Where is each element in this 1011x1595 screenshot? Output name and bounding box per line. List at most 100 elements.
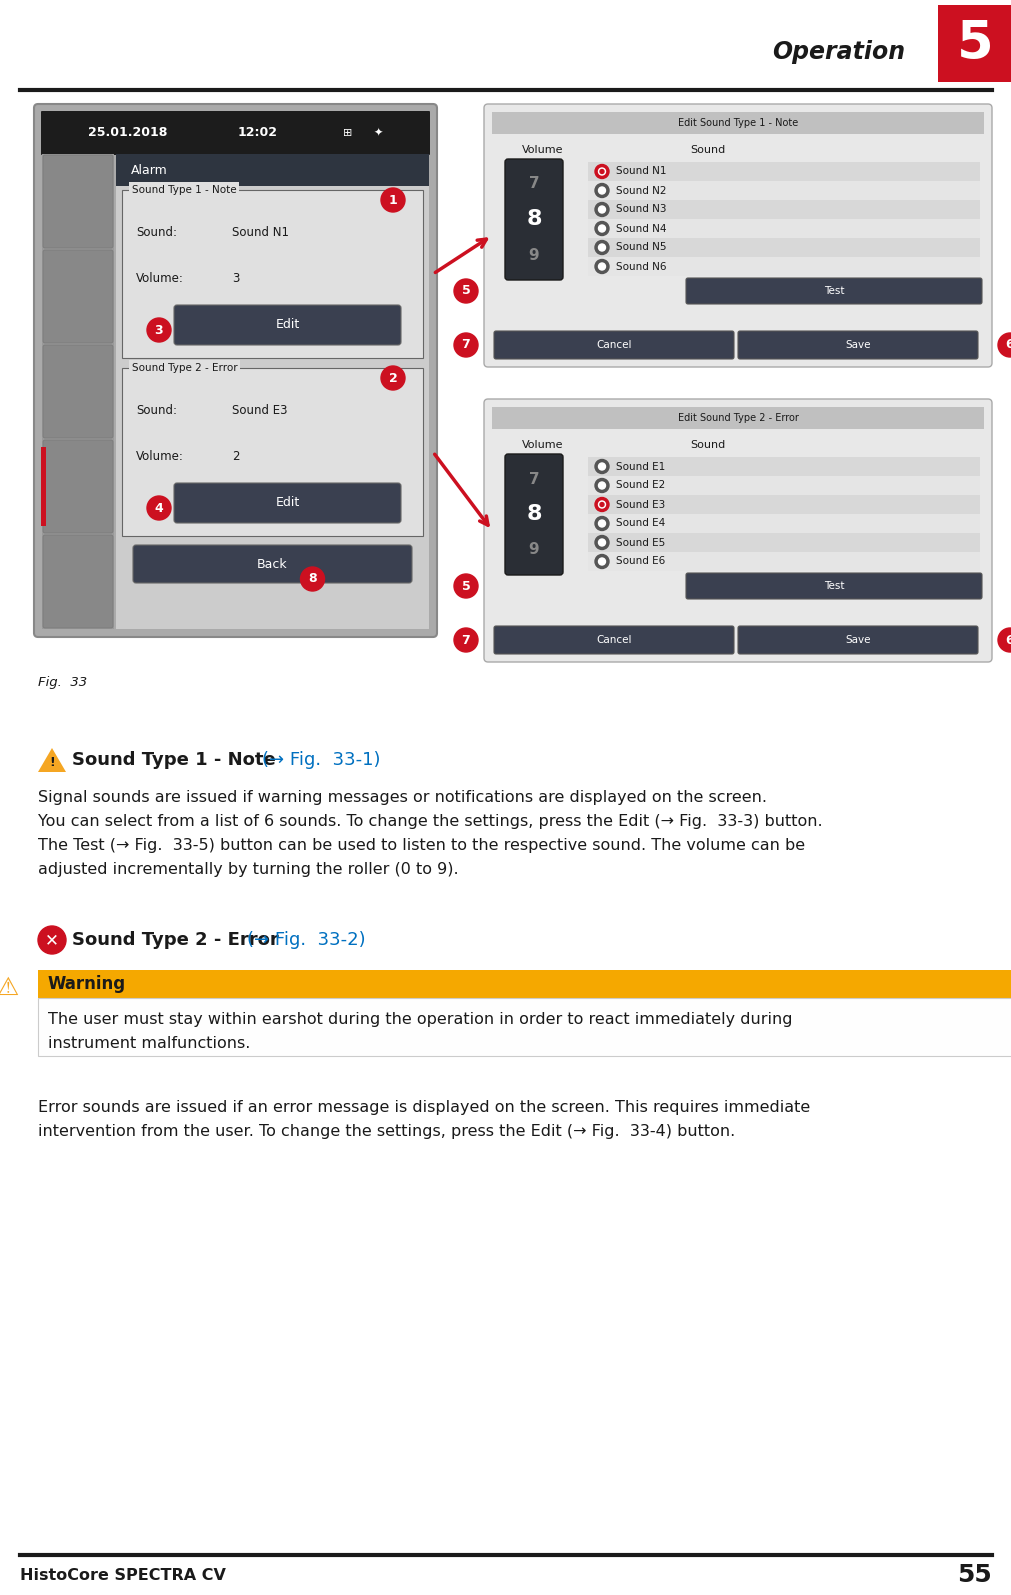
Text: ⊞: ⊞ <box>343 128 353 139</box>
Text: (→ Fig.  33-2): (→ Fig. 33-2) <box>247 931 365 949</box>
FancyBboxPatch shape <box>587 475 979 494</box>
FancyBboxPatch shape <box>587 199 979 219</box>
Text: Test: Test <box>823 286 843 297</box>
Text: Volume:: Volume: <box>135 271 184 284</box>
FancyBboxPatch shape <box>42 155 114 628</box>
Text: instrument malfunctions.: instrument malfunctions. <box>48 1037 250 1051</box>
FancyBboxPatch shape <box>41 447 45 526</box>
FancyBboxPatch shape <box>116 155 429 187</box>
Circle shape <box>300 566 325 592</box>
FancyBboxPatch shape <box>587 514 979 533</box>
Text: 12:02: 12:02 <box>238 126 278 139</box>
Text: Save: Save <box>844 340 869 349</box>
FancyBboxPatch shape <box>483 399 991 662</box>
FancyBboxPatch shape <box>122 368 423 536</box>
Text: intervention from the user. To change the settings, press the Edit (→ Fig.  33-4: intervention from the user. To change th… <box>38 1124 735 1139</box>
Circle shape <box>594 478 609 493</box>
Circle shape <box>598 167 605 175</box>
FancyBboxPatch shape <box>587 163 979 180</box>
Circle shape <box>380 188 404 212</box>
Text: 9: 9 <box>528 542 539 558</box>
FancyBboxPatch shape <box>34 104 437 636</box>
FancyBboxPatch shape <box>737 625 977 654</box>
Text: 6: 6 <box>1005 633 1011 646</box>
FancyBboxPatch shape <box>685 278 981 305</box>
Circle shape <box>598 244 605 250</box>
Text: Sound N2: Sound N2 <box>616 185 666 196</box>
Text: Sound Type 2 - Error: Sound Type 2 - Error <box>131 364 238 373</box>
FancyBboxPatch shape <box>737 332 977 359</box>
Circle shape <box>594 183 609 198</box>
Text: Sound: Sound <box>690 145 725 155</box>
Text: 2: 2 <box>232 450 240 463</box>
Circle shape <box>38 927 66 954</box>
FancyBboxPatch shape <box>587 257 979 276</box>
Circle shape <box>454 333 477 357</box>
Text: 8: 8 <box>308 573 316 585</box>
Text: ⚠: ⚠ <box>0 976 19 1000</box>
Text: 5: 5 <box>955 18 993 70</box>
Text: Sound N3: Sound N3 <box>616 204 666 214</box>
Text: Cancel: Cancel <box>595 635 631 644</box>
FancyBboxPatch shape <box>685 573 981 600</box>
Circle shape <box>598 187 605 195</box>
Circle shape <box>454 628 477 652</box>
FancyBboxPatch shape <box>42 440 113 533</box>
Text: Error sounds are issued if an error message is displayed on the screen. This req: Error sounds are issued if an error mess… <box>38 1101 810 1115</box>
Circle shape <box>594 241 609 255</box>
Text: 8: 8 <box>526 504 541 525</box>
Text: Sound N6: Sound N6 <box>616 262 666 271</box>
FancyBboxPatch shape <box>38 970 1011 998</box>
Text: Sound N5: Sound N5 <box>616 242 666 252</box>
Text: 9: 9 <box>528 247 539 263</box>
Text: Alarm: Alarm <box>130 164 168 177</box>
Text: Sound E1: Sound E1 <box>616 461 664 472</box>
Text: Sound N1: Sound N1 <box>232 225 289 239</box>
Circle shape <box>600 502 604 507</box>
FancyBboxPatch shape <box>122 190 423 357</box>
Text: ✦: ✦ <box>373 128 382 139</box>
Text: Operation: Operation <box>771 40 904 64</box>
Text: Sound N1: Sound N1 <box>616 166 666 177</box>
Circle shape <box>598 482 605 490</box>
Circle shape <box>147 317 171 341</box>
Polygon shape <box>38 748 66 772</box>
Text: Volume:: Volume: <box>135 450 184 463</box>
Circle shape <box>594 459 609 474</box>
Text: 5: 5 <box>461 284 470 298</box>
FancyBboxPatch shape <box>491 407 983 429</box>
Text: Sound Type 1 - Note: Sound Type 1 - Note <box>131 185 237 195</box>
FancyBboxPatch shape <box>174 483 400 523</box>
Text: Sound Type 2 - Error: Sound Type 2 - Error <box>72 931 278 949</box>
Circle shape <box>454 279 477 303</box>
Text: 8: 8 <box>526 209 541 230</box>
Text: 7: 7 <box>528 472 539 486</box>
Text: The Test (→ Fig.  33-5) button can be used to listen to the respective sound. Th: The Test (→ Fig. 33-5) button can be use… <box>38 837 805 853</box>
FancyBboxPatch shape <box>587 238 979 257</box>
Text: 55: 55 <box>956 1563 991 1587</box>
Circle shape <box>594 260 609 273</box>
FancyBboxPatch shape <box>587 533 979 552</box>
Text: Fig.  33: Fig. 33 <box>38 676 87 689</box>
Circle shape <box>454 574 477 598</box>
Circle shape <box>600 169 604 174</box>
Circle shape <box>594 536 609 550</box>
FancyBboxPatch shape <box>174 305 400 345</box>
Text: 1: 1 <box>388 193 397 206</box>
Text: Sound E3: Sound E3 <box>616 499 664 509</box>
Text: Sound E4: Sound E4 <box>616 518 664 528</box>
Text: Sound E3: Sound E3 <box>232 404 287 416</box>
Circle shape <box>594 203 609 217</box>
Text: (→ Fig.  33-1): (→ Fig. 33-1) <box>262 751 380 769</box>
Text: ✕: ✕ <box>45 931 59 949</box>
Text: The user must stay within earshot during the operation in order to react immedia: The user must stay within earshot during… <box>48 1011 792 1027</box>
FancyBboxPatch shape <box>41 112 430 155</box>
FancyBboxPatch shape <box>493 332 733 359</box>
FancyBboxPatch shape <box>42 534 113 628</box>
Circle shape <box>594 164 609 179</box>
Circle shape <box>598 539 605 545</box>
Text: Test: Test <box>823 581 843 592</box>
Text: Volume: Volume <box>522 440 563 450</box>
Text: 7: 7 <box>461 338 470 351</box>
Text: 4: 4 <box>155 501 163 515</box>
